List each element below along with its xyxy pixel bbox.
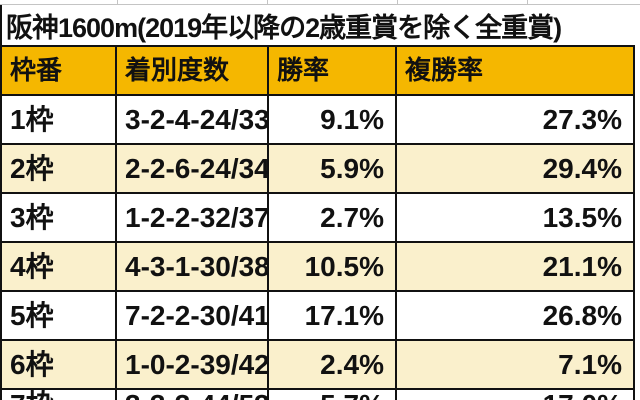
cell-waku: 2枠 [0, 143, 117, 194]
cell-win-rate: 2.7% [267, 192, 397, 243]
cell-record: 3-3-3-44/53 [115, 388, 269, 400]
cell-win-rate: 17.1% [267, 290, 397, 341]
cell-place-rate: 13.5% [395, 192, 635, 243]
cell-win-rate: 2.4% [267, 339, 397, 390]
gridline [397, 0, 398, 4]
cell-place-rate: 21.1% [395, 241, 635, 292]
col-header-waku: 枠番 [0, 45, 117, 96]
cell-waku: 6枠 [0, 339, 117, 390]
table-row: 3枠 1-2-2-32/37 2.7% 13.5% [0, 192, 635, 243]
table-row: 4枠 4-3-1-30/38 10.5% 21.1% [0, 241, 635, 292]
gridline [527, 0, 528, 4]
cell-waku: 7枠 [0, 388, 117, 400]
cell-place-rate: 26.8% [395, 290, 635, 341]
gridline [267, 0, 268, 4]
table-title: 阪神1600m(2019年以降の2歳重賞を除く全重賞) [0, 5, 640, 45]
cell-waku: 3枠 [0, 192, 117, 243]
header-row: 枠番 着別度数 勝率 複勝率 [0, 45, 635, 96]
table-row: 2枠 2-2-6-24/34 5.9% 29.4% [0, 143, 635, 194]
col-header-win: 勝率 [267, 45, 397, 96]
cell-place-rate: 27.3% [395, 94, 635, 145]
cell-record: 3-2-4-24/33 [115, 94, 269, 145]
col-header-record: 着別度数 [115, 45, 269, 96]
cell-waku: 1枠 [0, 94, 117, 145]
spreadsheet-top-gridlines [0, 0, 640, 5]
table-row: 1枠 3-2-4-24/33 9.1% 27.3% [0, 94, 635, 145]
frame-stats-table: 枠番 着別度数 勝率 複勝率 1枠 3-2-4-24/33 9.1% 27.3%… [0, 45, 635, 400]
cell-record: 4-3-1-30/38 [115, 241, 269, 292]
cell-place-rate: 7.1% [395, 339, 635, 390]
gridline [117, 0, 118, 4]
cell-place-rate: 29.4% [395, 143, 635, 194]
table-row: 6枠 1-0-2-39/42 2.4% 7.1% [0, 339, 635, 390]
table-row-clipped: 7枠 3-3-3-44/53 5.7% 17.0% [0, 388, 635, 400]
cell-waku: 4枠 [0, 241, 117, 292]
cell-record: 1-2-2-32/37 [115, 192, 269, 243]
table-row: 5枠 7-2-2-30/41 17.1% 26.8% [0, 290, 635, 341]
cell-place-rate: 17.0% [395, 388, 635, 400]
cell-win-rate: 5.9% [267, 143, 397, 194]
cell-record: 2-2-6-24/34 [115, 143, 269, 194]
cell-record: 1-0-2-39/42 [115, 339, 269, 390]
cell-win-rate: 5.7% [267, 388, 397, 400]
cell-win-rate: 9.1% [267, 94, 397, 145]
cell-win-rate: 10.5% [267, 241, 397, 292]
cell-record: 7-2-2-30/41 [115, 290, 269, 341]
col-header-fukusho: 複勝率 [395, 45, 635, 96]
cell-waku: 5枠 [0, 290, 117, 341]
